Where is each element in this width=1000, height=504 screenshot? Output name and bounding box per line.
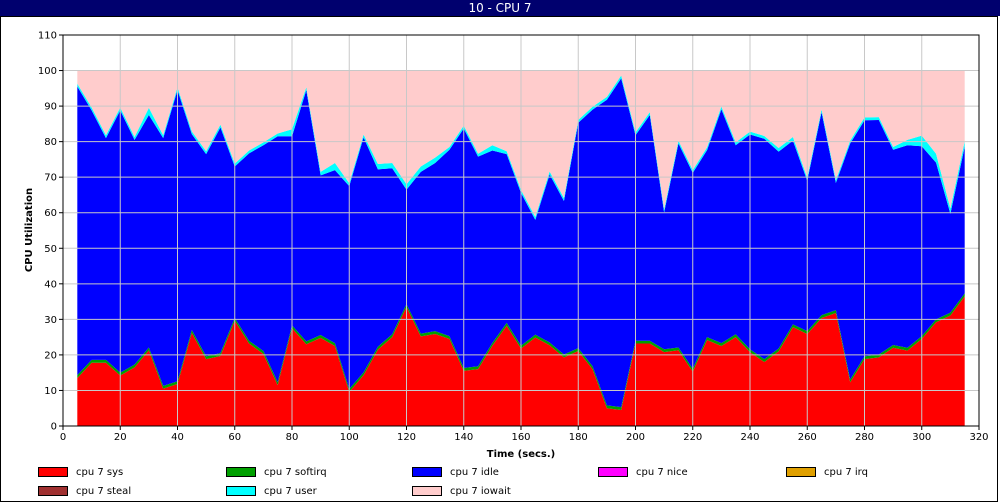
x-tick-label: 0 (60, 432, 66, 443)
x-tick-label: 180 (569, 432, 588, 443)
y-tick-label: 50 (44, 244, 57, 255)
y-tick-label: 30 (44, 315, 57, 326)
chart-title: 10 - CPU 7 (468, 1, 532, 15)
x-tick-label: 220 (683, 432, 702, 443)
y-tick-label: 100 (38, 66, 57, 77)
x-axis-label: Time (secs.) (487, 449, 556, 460)
legend-swatch (226, 486, 256, 496)
x-tick-label: 300 (912, 432, 931, 443)
x-tick-label: 120 (397, 432, 416, 443)
legend-label: cpu 7 idle (450, 467, 499, 478)
x-tick-label: 320 (969, 432, 988, 443)
x-tick-label: 40 (171, 432, 184, 443)
legend-label: cpu 7 iowait (450, 486, 511, 497)
legend-swatch (38, 486, 68, 496)
legend-swatch (226, 467, 256, 477)
legend-label: cpu 7 steal (76, 486, 132, 497)
legend-label: cpu 7 softirq (264, 467, 327, 478)
legend-swatch (598, 467, 628, 477)
x-tick-label: 20 (114, 432, 127, 443)
x-tick-label: 260 (798, 432, 817, 443)
y-axis-label: CPU Utilization (24, 188, 35, 272)
chart-frame (0, 16, 998, 502)
x-tick-label: 80 (286, 432, 299, 443)
legend-swatch (38, 467, 68, 477)
y-tick-label: 110 (38, 31, 57, 42)
area-series-cpu-7-user (77, 75, 965, 220)
x-tick-label: 140 (454, 432, 473, 443)
x-tick-label: 160 (511, 432, 530, 443)
x-tick-label: 280 (855, 432, 874, 443)
y-tick-label: 60 (44, 208, 57, 219)
x-tick-label: 100 (340, 432, 359, 443)
y-tick-label: 70 (44, 173, 57, 184)
y-tick-label: 10 (44, 386, 57, 397)
legend-label: cpu 7 irq (824, 467, 868, 478)
chart-title-bar: 10 - CPU 7 (0, 0, 1000, 16)
x-tick-label: 60 (228, 432, 241, 443)
legend-swatch (412, 486, 442, 496)
legend-label: cpu 7 sys (76, 467, 124, 478)
y-tick-label: 0 (51, 422, 57, 433)
legend-swatch (786, 467, 816, 477)
y-tick-label: 40 (44, 279, 57, 290)
legend-label: cpu 7 user (264, 486, 317, 497)
x-tick-label: 200 (626, 432, 645, 443)
legend-label: cpu 7 nice (636, 467, 688, 478)
x-tick-label: 240 (740, 432, 759, 443)
y-tick-label: 90 (44, 102, 57, 113)
y-tick-label: 20 (44, 350, 57, 361)
legend-swatch (412, 467, 442, 477)
y-tick-label: 80 (44, 137, 57, 148)
